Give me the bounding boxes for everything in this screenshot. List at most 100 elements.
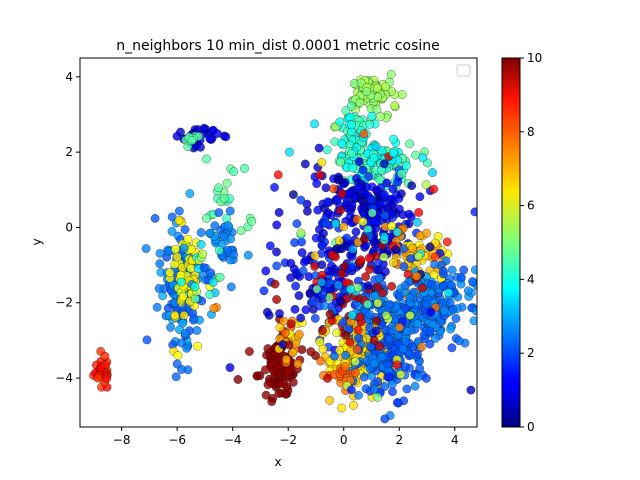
data-point bbox=[418, 283, 427, 293]
data-point bbox=[370, 384, 379, 394]
data-point bbox=[300, 159, 310, 169]
data-point bbox=[359, 129, 369, 139]
data-point bbox=[442, 237, 452, 247]
data-point bbox=[262, 350, 271, 360]
x-tick-label: 2 bbox=[395, 433, 403, 447]
data-point bbox=[165, 268, 175, 278]
data-point bbox=[363, 281, 373, 290]
data-point bbox=[362, 87, 371, 96]
data-point bbox=[322, 145, 332, 155]
data-point bbox=[206, 268, 216, 278]
data-point bbox=[263, 380, 273, 390]
y-axis-label: y bbox=[30, 238, 44, 245]
data-point bbox=[396, 169, 406, 179]
data-point bbox=[201, 213, 211, 223]
data-point bbox=[414, 251, 423, 261]
data-point bbox=[380, 211, 390, 221]
data-point bbox=[429, 184, 439, 194]
data-point bbox=[325, 395, 335, 405]
data-point bbox=[193, 341, 203, 351]
data-point bbox=[421, 180, 431, 190]
data-point bbox=[399, 262, 409, 271]
data-point bbox=[352, 344, 362, 354]
data-point bbox=[178, 292, 188, 301]
data-point bbox=[337, 403, 347, 413]
data-point bbox=[350, 357, 360, 367]
data-point bbox=[337, 269, 347, 279]
data-point bbox=[392, 360, 402, 370]
data-point bbox=[425, 339, 435, 349]
data-point bbox=[202, 154, 212, 164]
data-point bbox=[205, 228, 215, 238]
data-point bbox=[387, 221, 397, 231]
data-point bbox=[267, 397, 277, 406]
data-point bbox=[142, 335, 152, 345]
data-point bbox=[396, 189, 406, 199]
data-point bbox=[176, 277, 186, 287]
data-point bbox=[170, 244, 180, 254]
data-point bbox=[275, 309, 284, 318]
data-point bbox=[221, 132, 231, 142]
data-point bbox=[355, 312, 365, 322]
data-point bbox=[233, 375, 243, 384]
data-point bbox=[152, 302, 162, 312]
data-point bbox=[294, 329, 304, 339]
colorbar-axis: 0 2 4 6 8 10 bbox=[520, 51, 542, 434]
y-tick-label: 0 bbox=[65, 220, 73, 234]
data-point bbox=[334, 236, 344, 246]
data-point bbox=[317, 260, 327, 270]
data-point bbox=[366, 195, 376, 205]
data-point bbox=[445, 298, 455, 307]
data-point bbox=[425, 242, 435, 252]
data-point bbox=[358, 165, 368, 175]
x-tick-label: 0 bbox=[340, 433, 348, 447]
data-point bbox=[387, 281, 396, 291]
chart-title: n_neighbors 10 min_dist 0.0001 metric co… bbox=[116, 38, 440, 54]
data-point bbox=[351, 227, 361, 237]
data-point bbox=[430, 259, 439, 269]
data-point bbox=[291, 281, 300, 291]
data-point bbox=[364, 253, 374, 263]
data-point bbox=[347, 149, 357, 159]
data-point bbox=[299, 257, 309, 267]
data-point bbox=[425, 326, 435, 336]
colorbar-tick-label: 4 bbox=[527, 272, 535, 286]
data-point bbox=[332, 328, 342, 338]
data-point bbox=[272, 261, 282, 271]
data-point bbox=[400, 303, 410, 313]
data-point bbox=[341, 106, 351, 116]
data-point bbox=[412, 271, 421, 281]
data-point bbox=[183, 234, 193, 244]
data-point bbox=[172, 252, 182, 262]
data-point bbox=[272, 220, 282, 230]
data-point bbox=[225, 363, 235, 372]
data-point bbox=[272, 295, 281, 304]
data-point bbox=[333, 175, 343, 185]
data-point bbox=[229, 250, 239, 260]
data-point bbox=[170, 259, 180, 269]
data-point bbox=[190, 294, 200, 304]
x-axis-label: x bbox=[274, 455, 281, 469]
data-point bbox=[205, 134, 215, 144]
data-point bbox=[296, 195, 306, 205]
data-point bbox=[376, 112, 385, 121]
data-point bbox=[379, 159, 389, 169]
data-point bbox=[373, 298, 383, 308]
data-point bbox=[288, 348, 298, 358]
data-point bbox=[219, 231, 229, 241]
data-point bbox=[459, 265, 469, 275]
data-point bbox=[214, 208, 224, 218]
data-point bbox=[155, 248, 165, 258]
data-point bbox=[229, 167, 239, 177]
data-point bbox=[371, 326, 381, 336]
data-point bbox=[463, 286, 473, 296]
data-point bbox=[332, 244, 342, 253]
data-point bbox=[341, 350, 351, 360]
data-point bbox=[187, 136, 197, 146]
data-point bbox=[323, 373, 332, 383]
data-point bbox=[354, 157, 364, 167]
data-point bbox=[305, 288, 315, 298]
data-point bbox=[386, 70, 396, 79]
data-point bbox=[341, 278, 351, 288]
data-point bbox=[226, 282, 236, 292]
